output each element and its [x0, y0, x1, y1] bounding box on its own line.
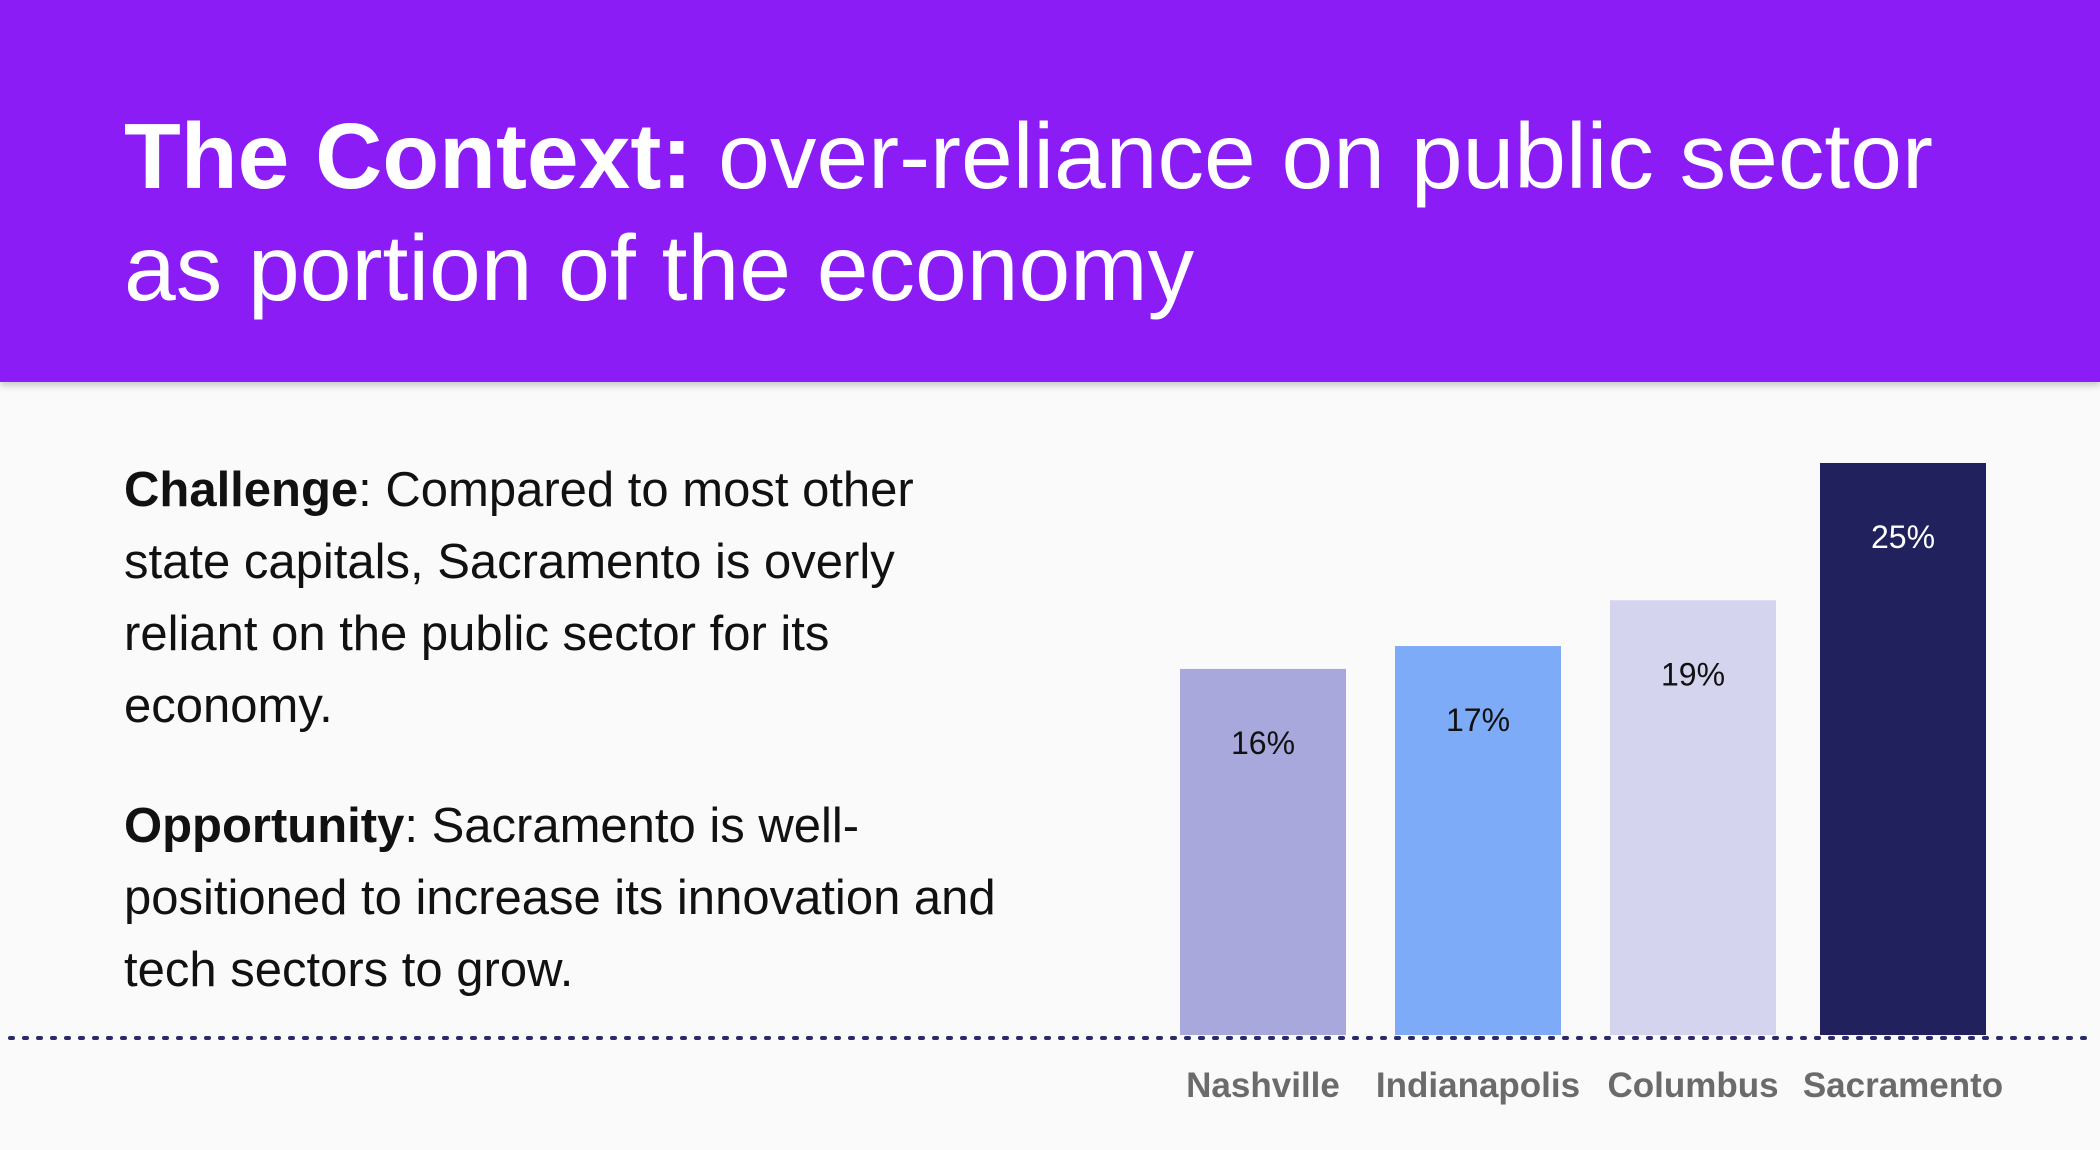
header-banner: The Context: over-reliance on public sec…: [0, 0, 2100, 382]
challenge-term: Challenge: [124, 463, 359, 517]
data-label-indianapolis: 17%: [1446, 702, 1510, 738]
category-label-columbus: Columbus: [1607, 1066, 1778, 1105]
challenge-paragraph: Challenge: Compared to most other state …: [124, 454, 1004, 742]
bar-nashville: [1180, 668, 1346, 1035]
data-label-nashville: 16%: [1231, 725, 1295, 761]
data-label-sacramento: 25%: [1871, 519, 1935, 555]
challenge-text: : Compared to most other state capitals,…: [124, 463, 914, 733]
category-label-nashville: Nashville: [1186, 1066, 1340, 1105]
category-label-sacramento: Sacramento: [1803, 1066, 2003, 1105]
title-rest: over-reliance on public sector as portio…: [124, 104, 1933, 320]
opportunity-text: : Sacramento is well-positioned to incre…: [124, 799, 996, 997]
bar-sacramento: [1820, 463, 1986, 1035]
opportunity-paragraph: Opportunity: Sacramento is well-position…: [124, 790, 1004, 1006]
bar-indianapolis: [1395, 646, 1561, 1035]
category-label-indianapolis: Indianapolis: [1376, 1066, 1580, 1105]
bar-columbus: [1610, 600, 1776, 1035]
title-bold: The Context:: [124, 104, 693, 208]
page-title: The Context: over-reliance on public sec…: [124, 100, 2024, 324]
opportunity-term: Opportunity: [124, 799, 405, 853]
data-label-columbus: 19%: [1661, 656, 1725, 692]
